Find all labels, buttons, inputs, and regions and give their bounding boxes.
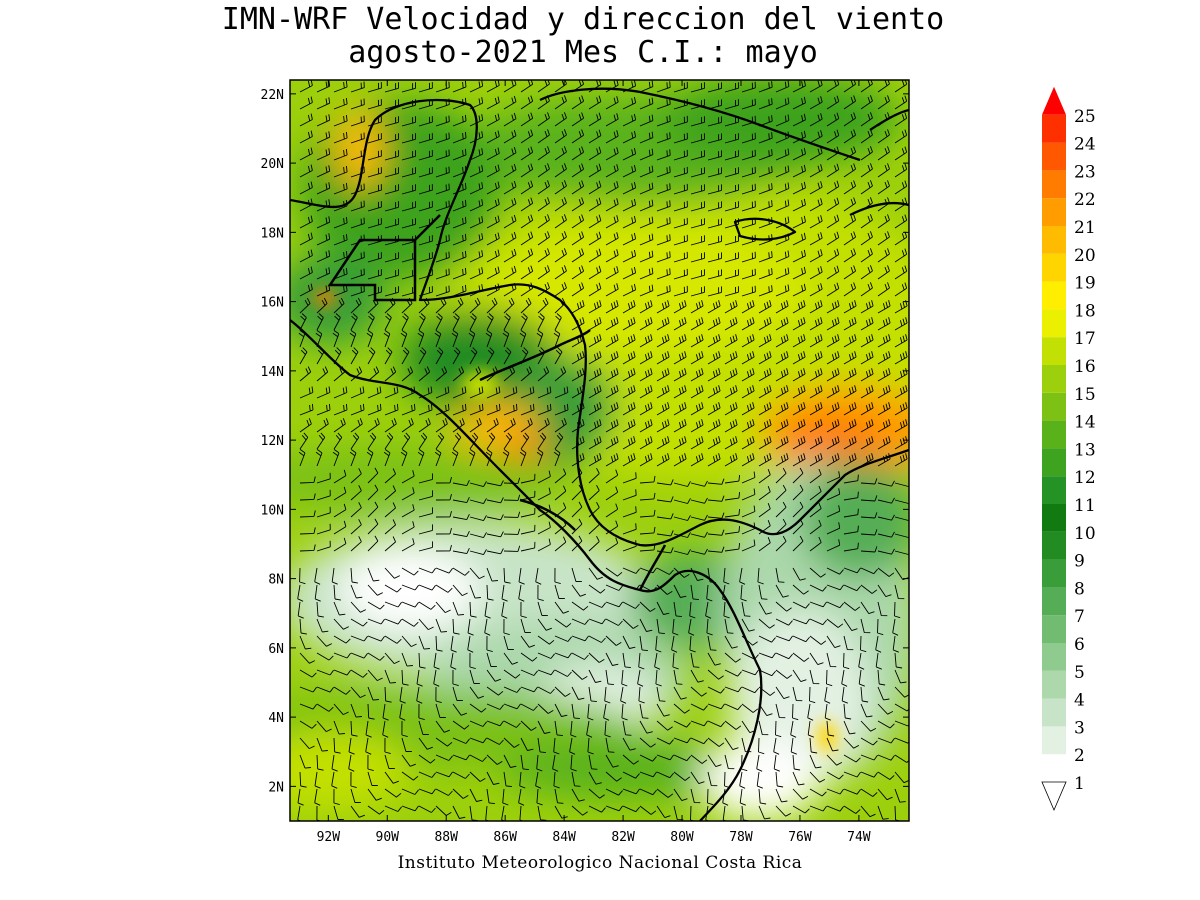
colorbar-label: 17	[1074, 329, 1096, 349]
colorbar-swatch	[1042, 337, 1066, 365]
colorbar-swatch	[1042, 643, 1066, 671]
x-tick-label: 82W	[611, 830, 635, 845]
y-tick-label: 8N	[268, 573, 284, 588]
map-title-line-1: IMN-WRF Velocidad y direccion del viento	[221, 2, 945, 37]
colorbar-label: 13	[1074, 440, 1096, 460]
colorbar-swatch	[1042, 253, 1066, 282]
colorbar-label: 14	[1074, 413, 1096, 433]
colorbar-swatch	[1042, 309, 1066, 338]
colorbar-label: 22	[1074, 190, 1096, 210]
colorbar-max-triangle	[1042, 86, 1066, 115]
colorbar-label: 6	[1074, 635, 1085, 655]
colorbar: 1234567891011121314151617181920212223242…	[1041, 86, 1096, 812]
y-tick-label: 22N	[261, 88, 284, 103]
colorbar-label: 18	[1074, 301, 1096, 321]
coastlines	[290, 87, 909, 821]
colorbar-label: 5	[1074, 663, 1085, 683]
y-tick-label: 4N	[268, 711, 284, 726]
colorbar-label: 12	[1074, 468, 1096, 488]
colorbar-label: 11	[1074, 496, 1096, 516]
colorbar-swatch	[1042, 420, 1066, 449]
colorbar-swatch	[1042, 531, 1066, 560]
colorbar-label: 21	[1074, 218, 1096, 238]
map-title-line-2: agosto-2021 Mes C.I.: mayo	[348, 35, 818, 70]
colorbar-swatch	[1042, 476, 1066, 504]
x-tick-label: 84W	[552, 830, 576, 845]
wind-speed-map	[290, 80, 909, 821]
x-tick-label: 80W	[670, 830, 694, 845]
colorbar-label: 20	[1074, 246, 1096, 266]
y-tick-label: 14N	[261, 365, 284, 380]
colorbar-swatch	[1042, 392, 1066, 421]
colorbar-swatch	[1042, 559, 1066, 588]
x-tick-label: 92W	[317, 830, 341, 845]
colorbar-label: 19	[1074, 274, 1096, 294]
y-tick-label: 10N	[261, 503, 284, 518]
colorbar-label: 2	[1074, 746, 1085, 766]
y-tick-label: 18N	[261, 226, 284, 241]
colorbar-label: 9	[1074, 552, 1085, 572]
colorbar-swatch	[1042, 754, 1066, 782]
colorbar-label: 24	[1074, 135, 1096, 155]
colorbar-min-triangle	[1041, 781, 1067, 812]
x-tick-label: 88W	[434, 830, 458, 845]
colorbar-label: 3	[1074, 718, 1085, 738]
colorbar-swatch	[1042, 504, 1066, 532]
colorbar-swatch	[1042, 170, 1066, 199]
colorbar-swatch	[1042, 365, 1066, 393]
wind-speed-field	[290, 80, 909, 820]
colorbar-label: 8	[1074, 579, 1085, 599]
colorbar-swatch	[1042, 114, 1066, 143]
x-tick-label: 86W	[493, 830, 517, 845]
map-frame	[289, 79, 910, 822]
colorbar-label: 1	[1074, 774, 1085, 794]
y-tick-label: 12N	[261, 434, 284, 449]
colorbar-label: 7	[1074, 607, 1085, 627]
x-tick-label: 90W	[376, 830, 400, 845]
colorbar-label: 10	[1074, 524, 1096, 544]
y-tick-label: 20N	[261, 157, 284, 172]
x-tick-label: 78W	[729, 830, 753, 845]
colorbar-swatch	[1042, 670, 1066, 699]
map-credit: Instituto Meteorologico Nacional Costa R…	[397, 853, 803, 873]
wind-barb-field	[297, 80, 909, 821]
y-tick-label: 16N	[261, 296, 284, 311]
colorbar-swatch	[1042, 615, 1066, 643]
colorbar-swatch	[1042, 226, 1066, 254]
colorbar-label: 4	[1074, 691, 1085, 711]
x-tick-label: 74W	[847, 830, 871, 845]
colorbar-swatch	[1042, 587, 1066, 616]
colorbar-label: 15	[1074, 385, 1096, 405]
colorbar-label: 16	[1074, 357, 1096, 377]
y-tick-label: 6N	[268, 642, 284, 657]
colorbar-swatch	[1042, 142, 1066, 171]
colorbar-swatch	[1042, 726, 1066, 755]
y-tick-label: 2N	[268, 780, 284, 795]
wind-barbs	[297, 80, 909, 821]
colorbar-label: 25	[1074, 107, 1096, 127]
colorbar-swatch	[1042, 448, 1066, 477]
colorbar-label: 23	[1074, 162, 1096, 182]
colorbar-swatch	[1042, 281, 1066, 310]
colorbar-swatch	[1042, 198, 1066, 226]
colorbar-swatch	[1042, 698, 1066, 727]
x-tick-label: 76W	[788, 830, 812, 845]
x-axis: 92W 90W 88W 86W 84W 82W 80W 78W 76W 74W	[317, 80, 871, 845]
y-axis: 2N 4N 6N 8N 10N 12N 14N 16N 18N 20N 22N	[261, 88, 909, 795]
